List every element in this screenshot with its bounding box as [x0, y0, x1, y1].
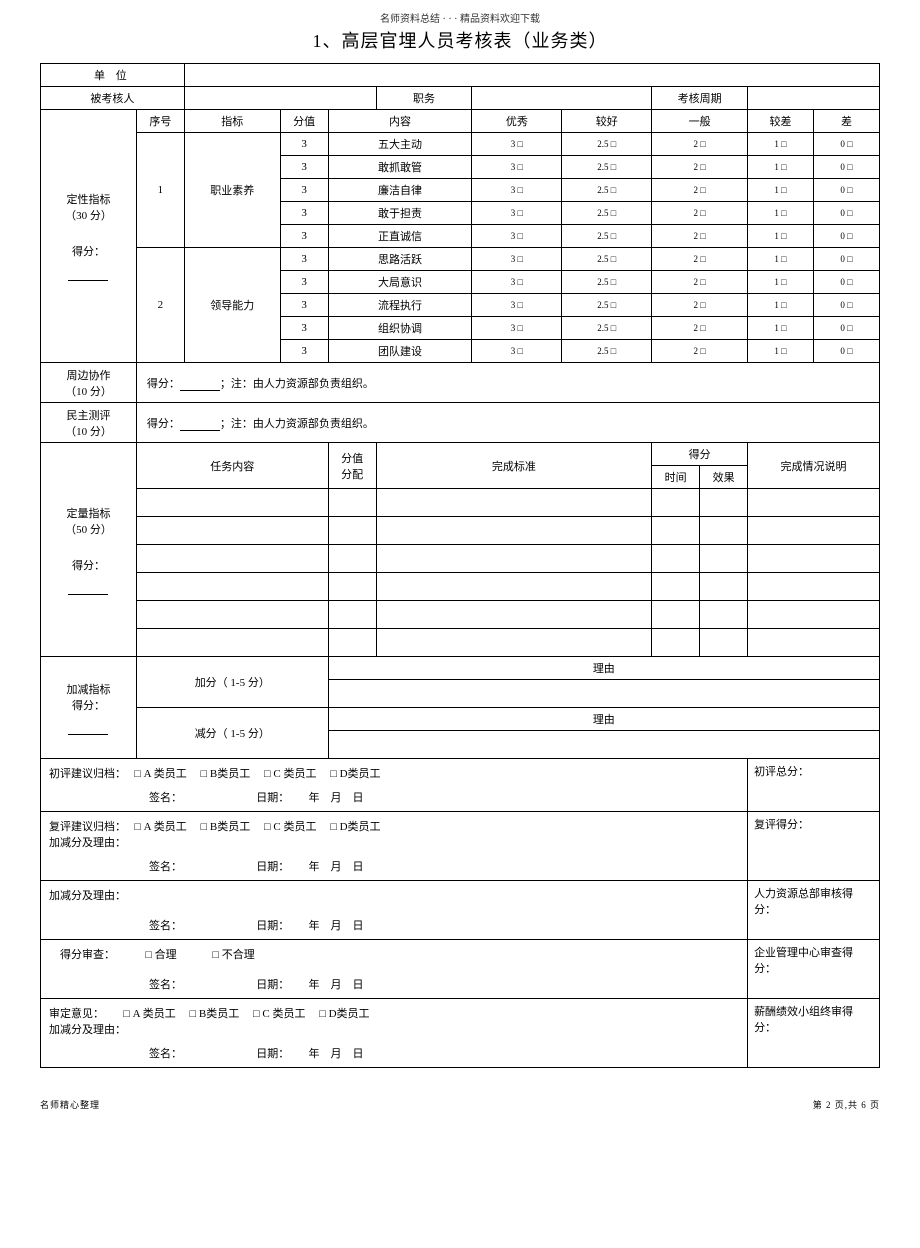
qualitative-label: 定性指标 （30 分） 得分： [41, 110, 137, 363]
col-normal: 一般 [652, 110, 748, 133]
bonus-sub-1: 减分（ 1-5 分） 理由 [41, 708, 880, 731]
qual-l1: 定性指标 [45, 191, 132, 207]
comp-score: 薪酬绩效小组终审得分： [748, 999, 880, 1068]
footer-left: 名师精心整理 [40, 1098, 100, 1111]
footer: 名师精心整理 第 2 页,共 6 页 [40, 1098, 880, 1111]
quant-row [41, 545, 880, 573]
final-row: 审定意见： □ A 类员工 □ B类员工 □ C 类员工 □ D类员工 加减分及… [41, 999, 880, 1068]
surrounding-text: 得分：；注：由人力资源部负责组织。 [136, 363, 879, 403]
qual-l2: （30 分） [45, 207, 132, 223]
bonus-add-label: 加分（ 1-5 分） [136, 657, 328, 708]
indicator-1: 职业素养 [184, 133, 280, 248]
quant-row [41, 573, 880, 601]
bonus-reason-1: 理由 [328, 657, 879, 680]
quant-label: 定量指标 （50 分） 得分： [41, 443, 137, 657]
re-score: 复评得分： [748, 812, 880, 881]
democracy-row: 民主测评 （10 分） 得分：；注：由人力资源部负责组织。 [41, 403, 880, 443]
header-row-2: 被考核人 职务 考核周期 [41, 87, 880, 110]
score-review-row: 得分审查： □ 合理 □ 不合理 签名： 日期： 年 月 日 企业管理中心审查得… [41, 940, 880, 999]
quant-standard: 完成标准 [376, 443, 652, 489]
col-header-row: 定性指标 （30 分） 得分： 序号 指标 分值 内容 优秀 较好 一般 较差 … [41, 110, 880, 133]
quant-row [41, 629, 880, 657]
bonus-label: 加减指标 得分： [41, 657, 137, 759]
initial-eval-row: 初评建议归档： □ A 类员工 □ B类员工 □ C 类员工 □ D类员工 签名… [41, 759, 880, 812]
surrounding-label: 周边协作 （10 分） [41, 363, 137, 403]
bonus-add-1: 加减指标 得分： 加分（ 1-5 分） 理由 [41, 657, 880, 680]
table-row: 1 职业素养 3 五大主动 3 □ 2.5 □ 2 □ 1 □ 0 □ [41, 133, 880, 156]
main-table: 单 位 被考核人 职务 考核周期 定性指标 （30 分） 得分： 序号 指标 分… [40, 63, 880, 1068]
quant-effect: 效果 [700, 466, 748, 489]
quant-row [41, 517, 880, 545]
quant-completion: 完成情况说明 [748, 443, 880, 489]
initial-eval: 初评建议归档： □ A 类员工 □ B类员工 □ C 类员工 □ D类员工 签名… [41, 759, 748, 812]
col-seq: 序号 [136, 110, 184, 133]
quant-header-1: 定量指标 （50 分） 得分： 任务内容 分值 分配 完成标准 得分 完成情况说… [41, 443, 880, 466]
col-bad: 差 [813, 110, 879, 133]
table-row: 2 领导能力 3思路活跃 3 □2.5 □2 □1 □0 □ [41, 248, 880, 271]
adjust-reason-row: 加减分及理由： 签名： 日期： 年 月 日 人力资源总部审核得分： [41, 881, 880, 940]
mgmt-score: 企业管理中心审查得分： [748, 940, 880, 999]
unit-label: 单 位 [41, 64, 185, 87]
quant-alloc: 分值 分配 [328, 443, 376, 489]
col-indicator: 指标 [184, 110, 280, 133]
quant-task: 任务内容 [136, 443, 328, 489]
democracy-text: 得分：；注：由人力资源部负责组织。 [136, 403, 879, 443]
period-value [748, 87, 880, 110]
period-label: 考核周期 [652, 87, 748, 110]
seq-2: 2 [136, 248, 184, 363]
quant-time: 时间 [652, 466, 700, 489]
surrounding-row: 周边协作 （10 分） 得分：；注：由人力资源部负责组织。 [41, 363, 880, 403]
assessee-value [184, 87, 376, 110]
re-eval-row: 复评建议归档： □ A 类员工 □ B类员工 □ C 类员工 □ D类员工 加减… [41, 812, 880, 881]
col-sv: 分值 [280, 110, 328, 133]
top-note: 名师资料总结 · · · 精品资料欢迎下载 [40, 10, 880, 25]
re-eval: 复评建议归档： □ A 类员工 □ B类员工 □ C 类员工 □ D类员工 加减… [41, 812, 748, 881]
header-row-1: 单 位 [41, 64, 880, 87]
quant-score: 得分 [652, 443, 748, 466]
quant-row [41, 601, 880, 629]
hr-score: 人力资源总部审核得分： [748, 881, 880, 940]
bonus-sub-label: 减分（ 1-5 分） [136, 708, 328, 759]
col-excellent: 优秀 [472, 110, 562, 133]
adjust-reason: 加减分及理由： 签名： 日期： 年 月 日 [41, 881, 748, 940]
position-value [472, 87, 652, 110]
qual-score-l: 得分： [45, 243, 132, 259]
indicator-2: 领导能力 [184, 248, 280, 363]
col-content: 内容 [328, 110, 472, 133]
assessee-label: 被考核人 [41, 87, 185, 110]
page-title: 1、高层官埋人员考核表（业务类） [40, 27, 880, 53]
bonus-reason-2: 理由 [328, 708, 879, 731]
final-eval: 审定意见： □ A 类员工 □ B类员工 □ C 类员工 □ D类员工 加减分及… [41, 999, 748, 1068]
position-label: 职务 [376, 87, 472, 110]
col-good: 较好 [562, 110, 652, 133]
initial-score: 初评总分： [748, 759, 880, 812]
col-poor: 较差 [748, 110, 814, 133]
unit-value [184, 64, 879, 87]
seq-1: 1 [136, 133, 184, 248]
democracy-label: 民主测评 （10 分） [41, 403, 137, 443]
score-review: 得分审查： □ 合理 □ 不合理 签名： 日期： 年 月 日 [41, 940, 748, 999]
quant-row [41, 489, 880, 517]
footer-right: 第 2 页,共 6 页 [813, 1098, 880, 1111]
